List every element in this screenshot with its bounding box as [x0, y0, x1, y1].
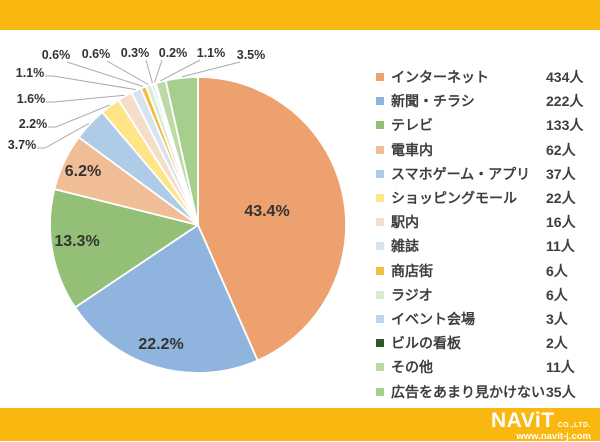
- legend-color-swatch: [376, 97, 384, 106]
- percent-label: 3.5%: [237, 48, 266, 62]
- legend-label: ラジオ: [391, 286, 433, 303]
- percent-label: 43.4%: [244, 203, 289, 220]
- legend-count: 11人: [546, 359, 575, 376]
- percent-label: 0.6%: [82, 47, 111, 61]
- percent-label: 22.2%: [138, 336, 183, 353]
- pie-slice-2: [74, 224, 259, 374]
- top-yellow-band: [0, 0, 600, 30]
- legend-label: 新聞・チラシ: [391, 93, 475, 110]
- legend-label: 広告をあまり見かけない: [391, 383, 545, 400]
- bottom-yellow-band: [0, 408, 600, 441]
- legend-label: イベント会場: [391, 310, 475, 327]
- legend-item-6: ショッピングモール 22人: [376, 186, 590, 210]
- legend-color-swatch: [376, 339, 384, 348]
- legend-count: 2人: [546, 335, 568, 352]
- legend-color-swatch: [376, 242, 384, 251]
- legend-color-swatch: [376, 363, 384, 372]
- legend-item-13: その他 11人: [376, 355, 590, 379]
- legend-count: 133人: [546, 117, 584, 134]
- navit-logo: NAViT CO.,LTD. www.navit-j.com: [491, 410, 591, 442]
- legend-count: 22人: [546, 190, 576, 207]
- leader-line: [160, 59, 201, 82]
- legend-label: 商店街: [391, 262, 433, 279]
- legend: インターネット 434人 新聞・チラシ 222人 テレビ 133人 電車内 62人 スマホゲーム…: [376, 65, 590, 404]
- legend-item-10: ラジオ 6人: [376, 283, 590, 307]
- legend-item-4: 電車内 62人: [376, 138, 590, 162]
- leader-line: [154, 59, 163, 83]
- legend-item-1: インターネット 434人: [376, 65, 590, 89]
- legend-label: 駅内: [391, 214, 419, 231]
- legend-label: ショッピングモール: [391, 190, 517, 207]
- leader-line: [48, 104, 110, 128]
- legend-item-3: テレビ 133人: [376, 113, 590, 137]
- legend-item-11: イベント会場 3人: [376, 307, 590, 331]
- legend-color-swatch: [376, 121, 384, 130]
- legend-count: 37人: [546, 165, 576, 182]
- percent-label: 1.1%: [197, 46, 226, 60]
- legend-label: スマホゲーム・アプリ: [391, 165, 531, 182]
- percent-label: 13.3%: [54, 233, 99, 250]
- legend-item-5: スマホゲーム・アプリ 37人: [376, 162, 590, 186]
- legend-count: 3人: [546, 310, 568, 327]
- leader-line: [46, 94, 125, 103]
- percent-label: 2.2%: [19, 117, 48, 131]
- legend-count: 11人: [546, 238, 575, 255]
- pie-slice-1: [197, 76, 347, 362]
- leader-line: [37, 122, 90, 149]
- navit-logo-website: www.navit-j.com: [516, 431, 591, 442]
- legend-count: 35人: [546, 383, 576, 400]
- navit-logo-row: NAViT CO.,LTD.: [491, 410, 591, 431]
- pie-chart: 43.4% 22.2% 13.3% 6.2% 3.7% 2.2% 1.6% 1.1% 0.6% 0…: [0, 30, 600, 408]
- legend-color-swatch: [376, 218, 384, 227]
- legend-item-12: ビルの看板 2人: [376, 331, 590, 355]
- percent-label: 3.7%: [8, 138, 37, 152]
- legend-color-swatch: [376, 73, 384, 82]
- pie-chart-svg: 43.4% 22.2% 13.3% 6.2% 3.7% 2.2% 1.6% 1.1% 0.6% 0…: [8, 46, 347, 374]
- legend-label: 電車内: [391, 141, 433, 158]
- navit-logo-name: NAViT: [491, 409, 555, 432]
- legend-color-swatch: [376, 145, 384, 154]
- percent-label: 0.6%: [42, 48, 71, 62]
- legend-item-14: 広告をあまり見かけない 35人: [376, 379, 590, 403]
- legend-label: テレビ: [391, 117, 433, 134]
- percent-label: 0.3%: [121, 46, 150, 60]
- legend-count: 222人: [546, 93, 584, 110]
- legend-count: 6人: [546, 286, 568, 303]
- percent-label: 1.6%: [17, 92, 46, 106]
- percent-label: 0.2%: [159, 46, 188, 60]
- pie-slice-14: [164, 76, 199, 226]
- percent-label: 1.1%: [16, 66, 45, 80]
- legend-label: インターネット: [391, 69, 489, 86]
- legend-label: その他: [391, 359, 433, 376]
- legend-count: 16人: [546, 214, 576, 231]
- legend-item-9: 商店街 6人: [376, 259, 590, 283]
- leader-line: [145, 59, 153, 84]
- percent-label: 6.2%: [65, 163, 101, 180]
- legend-item-8: 雑誌 11人: [376, 234, 590, 258]
- legend-color-swatch: [376, 266, 384, 275]
- legend-label: ビルの看板: [391, 335, 461, 352]
- legend-count: 6人: [546, 262, 568, 279]
- legend-label: 雑誌: [391, 238, 419, 255]
- leader-line: [66, 61, 144, 87]
- leader-line: [106, 60, 149, 85]
- legend-color-swatch: [376, 194, 384, 203]
- legend-color-swatch: [376, 387, 384, 396]
- legend-count: 62人: [546, 141, 576, 158]
- leader-line: [45, 75, 136, 91]
- legend-item-2: 新聞・チラシ 222人: [376, 89, 590, 113]
- legend-color-swatch: [376, 314, 384, 323]
- leader-line: [181, 61, 241, 78]
- legend-count: 434人: [546, 69, 584, 86]
- pie-slice-3: [49, 188, 199, 309]
- legend-color-swatch: [376, 290, 384, 299]
- navit-logo-company: CO.,LTD.: [557, 422, 591, 429]
- legend-item-7: 駅内 16人: [376, 210, 590, 234]
- legend-color-swatch: [376, 169, 384, 178]
